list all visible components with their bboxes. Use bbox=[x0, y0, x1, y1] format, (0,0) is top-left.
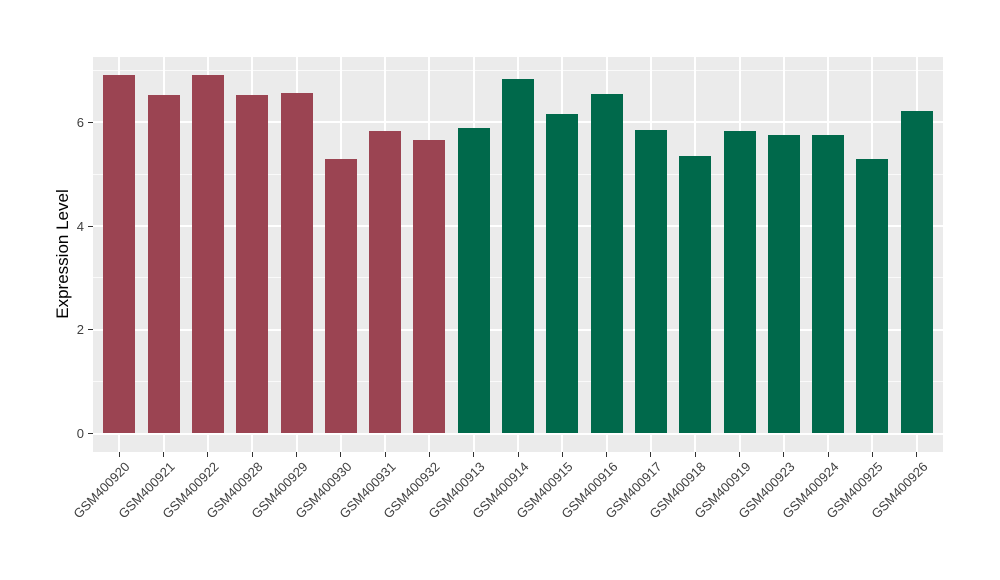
bar-GSM400914 bbox=[502, 78, 534, 434]
y-tick-label: 2 bbox=[76, 322, 84, 338]
x-tick-mark bbox=[428, 452, 430, 457]
x-tick-mark bbox=[916, 452, 918, 457]
y-tick-mark bbox=[88, 121, 93, 123]
bar-GSM400926 bbox=[900, 110, 933, 434]
y-tick-label: 6 bbox=[76, 114, 84, 130]
bar-GSM400920 bbox=[103, 74, 136, 434]
bar-GSM400917 bbox=[634, 130, 667, 434]
bar-GSM400929 bbox=[280, 93, 313, 434]
x-tick-mark bbox=[296, 452, 297, 457]
x-tick-mark bbox=[340, 452, 342, 457]
x-tick-mark bbox=[517, 452, 519, 457]
x-tick-mark bbox=[827, 452, 829, 457]
x-tick-mark bbox=[606, 452, 608, 457]
bar-GSM400928 bbox=[236, 94, 269, 434]
bar-GSM400918 bbox=[679, 156, 712, 434]
y-tick-mark bbox=[88, 225, 93, 227]
bar-GSM400922 bbox=[191, 74, 224, 434]
bar-GSM400924 bbox=[812, 134, 845, 434]
bar-GSM400925 bbox=[856, 158, 889, 434]
x-tick-mark bbox=[783, 452, 785, 457]
x-tick-mark bbox=[384, 452, 386, 457]
x-tick-mark bbox=[694, 452, 696, 457]
bar-GSM400913 bbox=[457, 127, 490, 434]
bar-GSM400931 bbox=[369, 130, 402, 434]
bar-GSM400919 bbox=[723, 130, 756, 434]
y-tick-mark bbox=[88, 433, 93, 434]
x-tick-mark bbox=[251, 452, 253, 457]
x-tick-mark bbox=[207, 452, 209, 457]
x-tick-mark bbox=[871, 452, 873, 457]
x-tick-mark bbox=[118, 452, 120, 457]
bar-GSM400930 bbox=[324, 158, 357, 434]
bar-GSM400916 bbox=[590, 93, 623, 434]
x-tick-mark bbox=[650, 452, 652, 457]
x-tick-mark bbox=[473, 452, 475, 457]
y-tick-label: 0 bbox=[76, 426, 84, 441]
y-axis-title: Expression Level bbox=[53, 189, 72, 319]
x-tick-mark bbox=[561, 452, 563, 457]
bar-GSM400932 bbox=[413, 139, 446, 434]
x-tick-mark bbox=[739, 452, 740, 457]
y-tick-mark bbox=[88, 329, 93, 331]
bar-GSM400923 bbox=[767, 135, 800, 434]
y-tick-label: 4 bbox=[76, 218, 84, 234]
bar-GSM400921 bbox=[147, 94, 180, 434]
x-tick-mark bbox=[163, 452, 165, 457]
bar-GSM400915 bbox=[546, 113, 579, 434]
